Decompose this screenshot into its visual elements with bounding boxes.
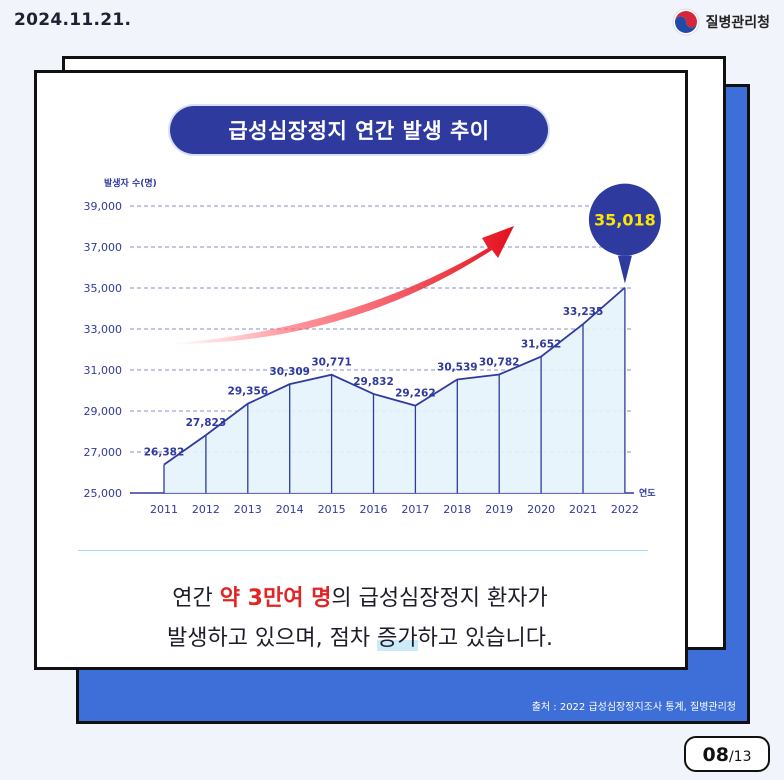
date: 2024.11.21. xyxy=(14,10,132,30)
x-tick-label: 2015 xyxy=(318,503,346,516)
y-tick-label: 29,000 xyxy=(84,405,123,418)
caption-highlight: 증가 xyxy=(377,626,418,651)
caption-line-2: 발생하고 있으며, 점차 증가하고 있습니다. xyxy=(40,620,680,652)
data-label: 30,309 xyxy=(269,366,310,378)
x-tick-label: 2021 xyxy=(569,503,597,516)
x-tick-label: 2013 xyxy=(234,503,262,516)
x-tick-label: 2020 xyxy=(527,503,555,516)
x-tick-label: 2019 xyxy=(485,503,513,516)
y-tick-label: 37,000 xyxy=(84,241,123,254)
x-tick-label: 2018 xyxy=(443,503,471,516)
data-label: 29,262 xyxy=(395,388,436,400)
trend-arrow-body xyxy=(165,226,514,345)
page-total: /13 xyxy=(728,749,752,765)
data-label: 29,832 xyxy=(353,376,394,388)
y-tick-label: 27,000 xyxy=(84,446,123,459)
agency-brand: 질병관리청 xyxy=(672,8,770,36)
y-tick-label: 25,000 xyxy=(84,487,123,500)
chart-title: 급성심장정지 연간 발생 추이 xyxy=(228,119,490,143)
caption-text: 발생하고 있으며, 점차 xyxy=(166,626,378,651)
x-tick-label: 2014 xyxy=(276,503,304,516)
y-axis-title: 발생자 수(명) xyxy=(104,177,157,189)
x-tick-label: 2022 xyxy=(611,503,639,516)
caption-text: 하고 있습니다. xyxy=(417,626,554,651)
series-line xyxy=(163,286,626,466)
data-label: 30,539 xyxy=(437,361,478,373)
chart-labels: 25,000 27,000 29,000 31,000 33,000 35,000 37,0… xyxy=(84,200,639,516)
bubble-pointer xyxy=(617,255,632,284)
y-tick-label: 31,000 xyxy=(84,364,123,377)
x-tick-label: 2017 xyxy=(401,503,429,516)
page-indicator: 08/13 xyxy=(684,736,770,772)
highlight-value-label: 35,018 xyxy=(594,211,656,230)
data-label: 27,823 xyxy=(186,417,227,429)
data-label: 30,782 xyxy=(479,356,520,368)
caption-emphasis: 약 3만여 명 xyxy=(219,586,332,611)
y-tick-label: 35,000 xyxy=(84,282,123,295)
data-label: 26,382 xyxy=(144,447,185,459)
data-label: 30,771 xyxy=(311,357,352,369)
y-tick-label: 39,000 xyxy=(84,200,123,213)
page-current: 08 xyxy=(702,744,729,766)
caption-text: 연간 xyxy=(172,586,220,611)
data-label: 33,235 xyxy=(563,306,604,318)
divider xyxy=(78,550,648,551)
x-axis-title: 연도 xyxy=(639,488,656,499)
highlight-bubble: 35,018 xyxy=(588,183,661,284)
taegeuk-logo-icon xyxy=(672,8,700,36)
data-label: 31,652 xyxy=(521,339,562,351)
data-label: 29,356 xyxy=(228,386,269,398)
bubble-circle xyxy=(588,183,661,256)
area-fill xyxy=(164,287,625,493)
caption-text: 의 급성심장정지 환자가 xyxy=(331,586,548,611)
chart-area-layer xyxy=(163,286,626,493)
source-note: 출처 : 2022 급성심장정지조사 통계, 질병관리청 xyxy=(531,702,736,713)
trend-arrow xyxy=(165,226,514,345)
caption-line-1: 연간 약 3만여 명의 급성심장정지 환자가 xyxy=(40,580,680,612)
x-tick-label: 2011 xyxy=(150,503,178,516)
x-tick-label: 2012 xyxy=(192,503,220,516)
x-tick-label: 2016 xyxy=(360,503,388,516)
title-pill: 급성심장정지 연간 발생 추이 xyxy=(170,106,548,154)
agency-name: 질병관리청 xyxy=(705,15,770,31)
y-tick-label: 33,000 xyxy=(84,323,123,336)
